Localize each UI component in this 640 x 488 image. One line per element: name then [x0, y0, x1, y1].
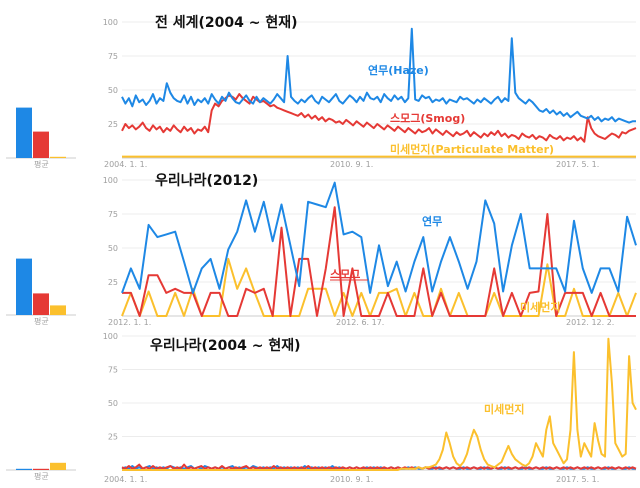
y-tick-label: 75: [108, 210, 118, 219]
chart-title: 전 세계(2004 ~ 현재): [155, 14, 298, 31]
series-line-haze: [121, 181, 637, 294]
series-line-smog: [122, 206, 636, 317]
x-tick-label: 2012. 6. 17.: [336, 318, 384, 327]
x-tick-label: 2010. 9. 1.: [330, 160, 373, 169]
chart-title: 우리나라(2012): [155, 173, 258, 189]
series-label-smog: 스모그(Smog): [390, 112, 465, 125]
y-tick-label: 50: [108, 86, 118, 95]
x-tick-label: 2012. 12. 2.: [566, 318, 614, 327]
y-tick-label: 50: [108, 244, 118, 253]
series-label-haze: 연무: [422, 214, 442, 228]
x-tick-label: 2012. 1. 1.: [108, 318, 151, 327]
series-label-pm: 미세먼지: [484, 402, 524, 416]
x-tick-label: 2004. 1. 1.: [104, 475, 147, 484]
series-label-pm: 미세먼지(Particulate Matter): [390, 142, 554, 156]
series-line-smog: [121, 93, 637, 143]
x-tick-label: 2017. 5. 1.: [556, 160, 599, 169]
series-line-smog: [121, 463, 637, 470]
average-bar-haze: [16, 107, 32, 158]
average-bar-smog: [33, 293, 49, 315]
x-tick-label: 2004. 1. 1.: [104, 160, 147, 169]
series-line-haze: [121, 27, 636, 124]
y-tick-label: 100: [103, 332, 118, 341]
chart-panel-2: 100 75 50 25 2012. 1. 1. 2012. 6. 17. 2012. 12…: [6, 173, 637, 327]
y-tick-label: 50: [108, 399, 118, 408]
y-tick-label: 100: [103, 176, 118, 185]
average-label: 평균: [34, 471, 49, 481]
series-line-pm: [122, 337, 637, 471]
average-bar-pm: [50, 156, 66, 158]
x-tick-label: 2010. 9. 1.: [330, 475, 373, 484]
average-bar-smog: [33, 468, 49, 470]
x-tick-label: 2017. 5. 1.: [556, 475, 599, 484]
average-bars: 평균: [6, 462, 76, 481]
y-tick-label: 25: [108, 120, 118, 129]
average-bar-haze: [16, 258, 32, 315]
average-bar-smog: [33, 131, 49, 158]
average-bars: 평균: [6, 258, 76, 326]
y-tick-label: 25: [108, 278, 118, 287]
series-line-pm: [121, 257, 637, 317]
average-bars: 평균: [6, 107, 76, 169]
chart-panel-3: 100 75 50 25 2004. 1. 1. 2010. 9. 1. 2017. 5. …: [6, 332, 637, 484]
y-tick-label: 75: [108, 366, 118, 375]
average-bar-haze: [16, 468, 32, 470]
y-tick-label: 100: [103, 18, 118, 27]
series-label-smog: 스모그: [330, 268, 360, 281]
average-label: 평균: [34, 159, 49, 169]
average-bar-pm: [50, 462, 66, 470]
chart-title: 우리나라(2004 ~ 현재): [150, 338, 301, 354]
series-label-pm: 미세먼지: [520, 300, 560, 314]
series-label-haze: 연무(Haze): [368, 63, 429, 77]
y-tick-label: 25: [108, 433, 118, 442]
y-tick-label: 75: [108, 52, 118, 61]
chart-panel-1: 100 75 50 25 2004. 1. 1. 2010. 9. 1. 2017. 5. …: [6, 14, 637, 169]
average-bar-pm: [50, 305, 66, 315]
average-label: 평균: [34, 316, 49, 326]
